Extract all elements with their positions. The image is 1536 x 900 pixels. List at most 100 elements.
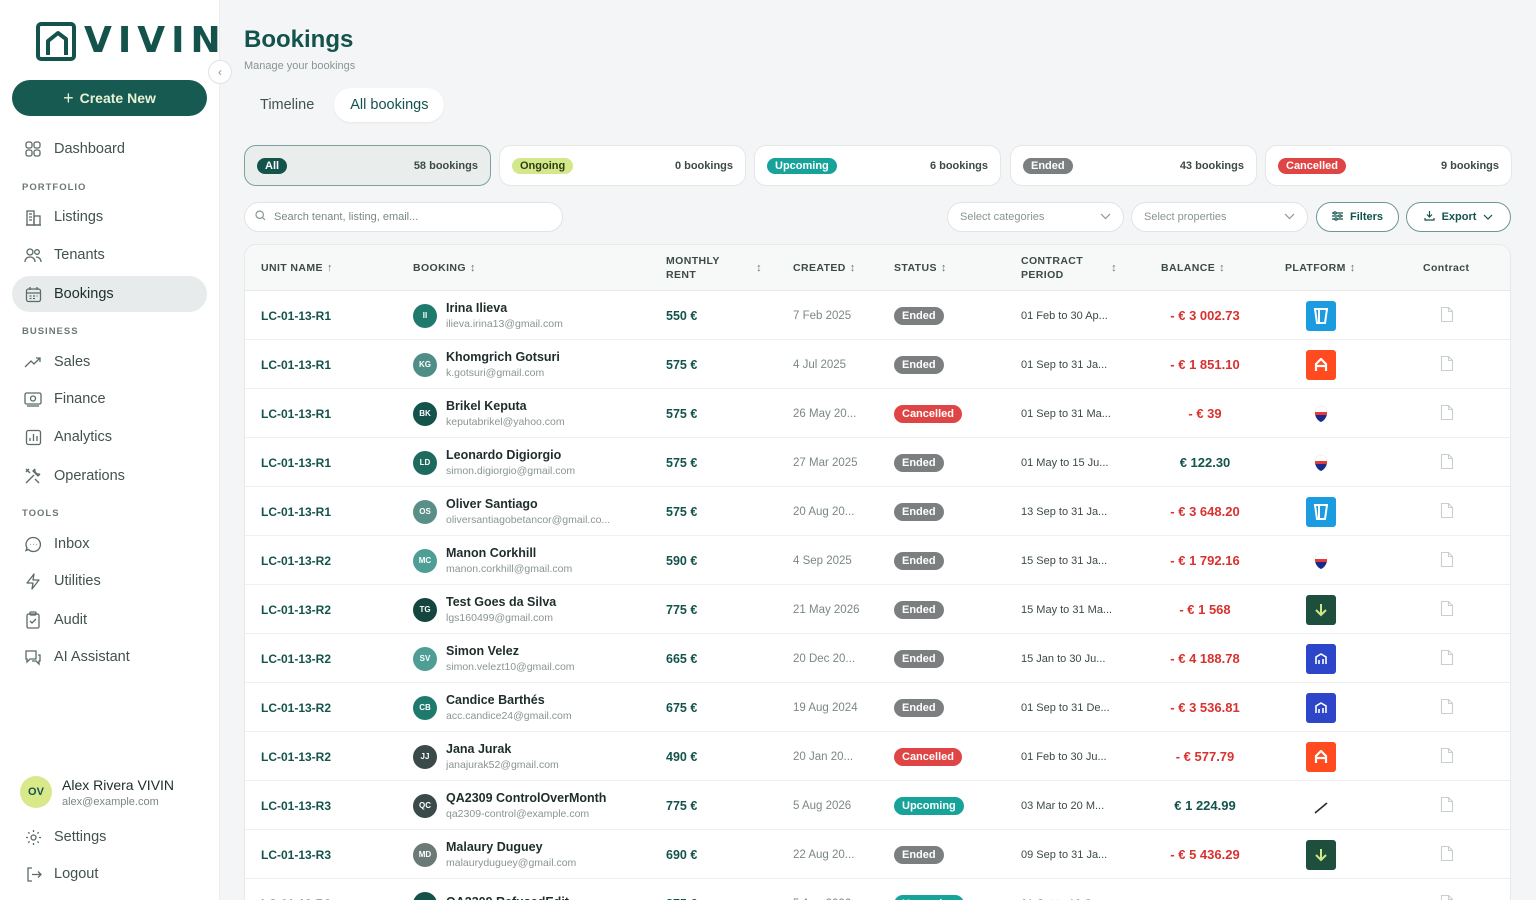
document-icon[interactable]	[1440, 502, 1454, 522]
avatar: II	[413, 303, 437, 328]
platform-cell	[1306, 487, 1336, 536]
column-unit-name[interactable]: UNIT NAME ↑	[261, 245, 333, 291]
unit-name[interactable]: LC-01-13-R3	[261, 847, 332, 862]
sidebar-item-listings[interactable]: Listings	[12, 199, 207, 235]
booking-cell[interactable]: QC QA2309 ControlOverMonth qa2309-control@…	[413, 781, 606, 830]
sidebar-item-sales[interactable]: Sales	[12, 344, 207, 380]
filters-button[interactable]: Filters	[1316, 202, 1399, 232]
unit-name[interactable]: LC-01-13-R1	[261, 357, 332, 372]
tenant-name: QA2309 ControlOverMonth	[446, 791, 607, 805]
sidebar-item-audit[interactable]: Audit	[12, 602, 207, 638]
document-icon[interactable]	[1440, 355, 1454, 375]
sidebar-item-analytics[interactable]: Analytics	[12, 419, 207, 455]
booking-cell[interactable]: LD Leonardo Digiorgio simon.digiorgio@gmai…	[413, 438, 575, 487]
table-row[interactable]: LC-01-13-R2 TG Test Goes da Silva lgs160499…	[245, 585, 1510, 634]
booking-cell[interactable]: CB Candice Barthés acc.candice24@gmail.com	[413, 683, 572, 732]
logo[interactable]: VIVIN	[36, 20, 227, 61]
booking-cell[interactable]: II Irina Ilieva ilieva.irina13@gmail.com	[413, 291, 563, 340]
unit-name-cell: LC-01-13-R2	[261, 732, 331, 781]
table-row[interactable]: LC-01-13-R3 QR QA2309 RefusedEdit 875 € 5 Au…	[245, 879, 1510, 900]
booking-cell[interactable]: TG Test Goes da Silva lgs160499@gmail.com	[413, 585, 556, 634]
sidebar-item-settings[interactable]: Settings	[12, 819, 207, 855]
booking-cell[interactable]: MD Malaury Duguey malauryduguey@gmail.com	[413, 830, 576, 879]
table-row[interactable]: LC-01-13-R1 LD Leonardo Digiorgio simon.dig…	[245, 438, 1510, 487]
booking-cell[interactable]: BK Brikel Keputa keputabrikel@yahoo.com	[413, 389, 565, 438]
sidebar-item-inbox[interactable]: Inbox	[12, 526, 207, 562]
table-row[interactable]: LC-01-13-R1 BK Brikel Keputa keputabrikel@y…	[245, 389, 1510, 438]
sidebar-item-operations[interactable]: Operations	[12, 458, 207, 494]
sidebar-item-dashboard[interactable]: Dashboard	[12, 131, 207, 167]
table-row[interactable]: LC-01-13-R2 MC Manon Corkhill manon.corkhil…	[245, 536, 1510, 585]
unit-name[interactable]: LC-01-13-R1	[261, 406, 332, 421]
document-icon[interactable]	[1440, 453, 1454, 473]
create-new-button[interactable]: + Create New	[12, 80, 207, 116]
column-status[interactable]: STATUS ↕	[894, 245, 947, 291]
sidebar-item-bookings[interactable]: Bookings	[12, 276, 207, 312]
sidebar-item-logout[interactable]: Logout	[12, 856, 207, 892]
sidebar-item-tenants[interactable]: Tenants	[12, 237, 207, 273]
column-booking[interactable]: BOOKING ↕	[413, 245, 476, 291]
booking-cell[interactable]: KG Khomgrich Gotsuri k.gotsuri@gmail.com	[413, 340, 560, 389]
table-row[interactable]: LC-01-13-R2 JJ Jana Jurak janajurak52@gmail…	[245, 732, 1510, 781]
booking-cell[interactable]: MC Manon Corkhill manon.corkhill@gmail.com	[413, 536, 572, 585]
unit-name[interactable]: LC-01-13-R2	[261, 602, 332, 617]
column-contract-period[interactable]: CONTRACT PERIOD ↕	[1021, 245, 1117, 291]
table-row[interactable]: LC-01-13-R1 OS Oliver Santiago oliversantia…	[245, 487, 1510, 536]
document-icon[interactable]	[1440, 845, 1454, 865]
status-card-ended[interactable]: Ended 43 bookings	[1010, 145, 1257, 186]
unit-name[interactable]: LC-01-13-R1	[261, 455, 332, 470]
column-platform[interactable]: PLATFORM ↕	[1285, 245, 1356, 291]
document-icon[interactable]	[1440, 747, 1454, 767]
booking-cell[interactable]: JJ Jana Jurak janajurak52@gmail.com	[413, 732, 559, 781]
status-badge: Ended	[894, 306, 944, 325]
document-icon[interactable]	[1440, 404, 1454, 424]
sidebar-item-ai-assistant[interactable]: AI Assistant	[12, 639, 207, 675]
table-row[interactable]: LC-01-13-R1 KG Khomgrich Gotsuri k.gotsuri@…	[245, 340, 1510, 389]
unit-name[interactable]: LC-01-13-R3	[261, 897, 331, 900]
tab-timeline[interactable]: Timeline	[260, 97, 315, 113]
unit-name[interactable]: LC-01-13-R1	[261, 308, 332, 323]
document-icon[interactable]	[1440, 306, 1454, 326]
unit-name[interactable]: LC-01-13-R2	[261, 700, 332, 715]
categories-select[interactable]: Select categories	[947, 202, 1124, 232]
avatar: TG	[413, 597, 437, 622]
column-balance[interactable]: BALANCE ↕	[1161, 245, 1225, 291]
table-row[interactable]: LC-01-13-R1 II Irina Ilieva ilieva.irina13@…	[245, 291, 1510, 340]
properties-select[interactable]: Select properties	[1131, 202, 1308, 232]
status-card-cancelled[interactable]: Cancelled 9 bookings	[1265, 145, 1512, 186]
user-profile[interactable]: OV Alex Rivera VIVIN alex@example.com	[20, 776, 174, 808]
export-button[interactable]: Export	[1406, 202, 1511, 232]
status-card-all[interactable]: All 58 bookings	[244, 145, 491, 186]
status-card-upcoming[interactable]: Upcoming 6 bookings	[754, 145, 1001, 186]
status-card-ongoing[interactable]: Ongoing 0 bookings	[499, 145, 746, 186]
document-icon[interactable]	[1440, 600, 1454, 620]
unit-name[interactable]: LC-01-13-R2	[261, 749, 332, 764]
column-monthly-rent[interactable]: MONTHLY RENT ↕	[666, 245, 762, 291]
collapse-sidebar-button[interactable]: ‹	[208, 60, 232, 84]
unit-name[interactable]: LC-01-13-R2	[261, 651, 332, 666]
document-icon[interactable]	[1440, 796, 1454, 816]
document-icon[interactable]	[1440, 649, 1454, 669]
table-row[interactable]: LC-01-13-R2 CB Candice Barthés acc.candice2…	[245, 683, 1510, 732]
document-icon[interactable]	[1440, 894, 1454, 900]
unit-name[interactable]: LC-01-13-R1	[261, 504, 332, 519]
sidebar-item-finance[interactable]: Finance	[12, 381, 207, 417]
booking-cell[interactable]: SV Simon Velez simon.velezt10@gmail.com	[413, 634, 575, 683]
balance-cell	[1155, 879, 1255, 900]
unit-name[interactable]: LC-01-13-R2	[261, 553, 332, 568]
document-icon[interactable]	[1440, 551, 1454, 571]
header-label-line1: CONTRACT	[1021, 255, 1084, 267]
booking-cell[interactable]: OS Oliver Santiago oliversantiagobetancor@…	[413, 487, 610, 536]
search-input[interactable]: Search tenant, listing, email...	[244, 202, 563, 232]
document-icon[interactable]	[1440, 698, 1454, 718]
created-cell: 19 Aug 2024	[793, 683, 858, 732]
table-row[interactable]: LC-01-13-R3 QC QA2309 ControlOverMonth qa23…	[245, 781, 1510, 830]
booking-cell[interactable]: QR QA2309 RefusedEdit	[413, 879, 569, 900]
sidebar-item-utilities[interactable]: Utilities	[12, 563, 207, 599]
tenant-email: acc.candice24@gmail.com	[446, 710, 572, 722]
unit-name[interactable]: LC-01-13-R3	[261, 798, 332, 813]
column-created[interactable]: CREATED ↕	[793, 245, 856, 291]
tab-all-bookings[interactable]: All bookings	[334, 88, 445, 122]
table-row[interactable]: LC-01-13-R3 MD Malaury Duguey malauryduguey…	[245, 830, 1510, 879]
table-row[interactable]: LC-01-13-R2 SV Simon Velez simon.velezt10@g…	[245, 634, 1510, 683]
